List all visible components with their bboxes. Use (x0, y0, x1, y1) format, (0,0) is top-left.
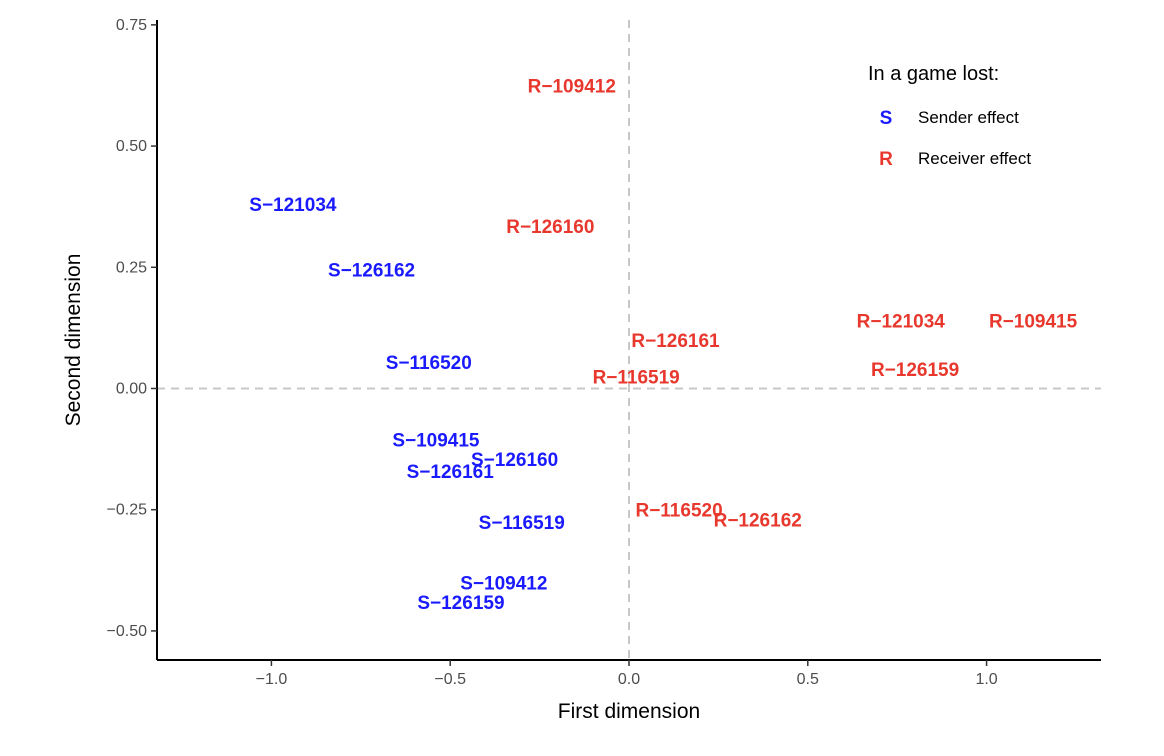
point-label-s: S−126159 (417, 593, 504, 614)
legend-title: In a game lost: (868, 63, 999, 85)
point-label-s: S−109412 (460, 573, 547, 594)
legend-entries: S Sender effect R Receiver effect (879, 108, 1031, 170)
y-axis-title: Second dimension (62, 254, 85, 427)
y-tick-label: −0.25 (107, 502, 148, 519)
x-tick-label: −1.0 (256, 671, 288, 688)
y-tick-label: 0.75 (116, 17, 147, 34)
point-label-s: S−116519 (479, 513, 565, 534)
legend-key: R (879, 149, 893, 170)
x-tick-label: 0.0 (618, 671, 640, 688)
x-tick-label: 0.5 (797, 671, 819, 688)
point-label-r: R−126162 (714, 510, 802, 531)
point-label-s: S−126160 (471, 450, 558, 471)
legend-key: S (880, 108, 893, 129)
point-label-s: S−121034 (249, 195, 337, 216)
point-label-r: R−126161 (631, 331, 720, 352)
reference-lines (157, 20, 1101, 660)
point-label-r: R−109412 (528, 76, 616, 97)
point-label-s: S−109415 (392, 430, 480, 451)
x-axis-title: First dimension (558, 700, 700, 723)
point-label-s: S−126162 (328, 261, 415, 282)
ticks: −1.0 −0.5 0.0 0.5 1.0 0.75 0.50 0.25 0.00 −0.25 −0… (107, 17, 998, 688)
point-labels: S−121034 S−126162 S−116520 S−109415 S−126161… (249, 76, 1077, 613)
legend-label: Receiver effect (918, 149, 1031, 168)
x-tick-label: −0.5 (434, 671, 466, 688)
point-label-r: R−126159 (871, 360, 959, 381)
y-tick-label: −0.50 (107, 623, 148, 640)
point-label-s: S−126161 (407, 462, 495, 483)
point-label-r: R−116519 (593, 367, 680, 388)
y-tick-label: 0.00 (116, 380, 147, 397)
point-label-r: R−109415 (989, 312, 1078, 333)
legend: In a game lost: S Sender effect R Receiver … (868, 63, 1031, 170)
point-label-r: R−126160 (506, 217, 594, 238)
x-tick-label: 1.0 (975, 671, 997, 688)
point-label-r: R−116520 (635, 501, 722, 522)
y-tick-label: 0.50 (116, 138, 147, 155)
legend-label: Sender effect (918, 108, 1019, 127)
y-tick-label: 0.25 (116, 259, 147, 276)
point-label-r: R−121034 (857, 312, 946, 333)
point-label-s: S−116520 (386, 353, 472, 374)
